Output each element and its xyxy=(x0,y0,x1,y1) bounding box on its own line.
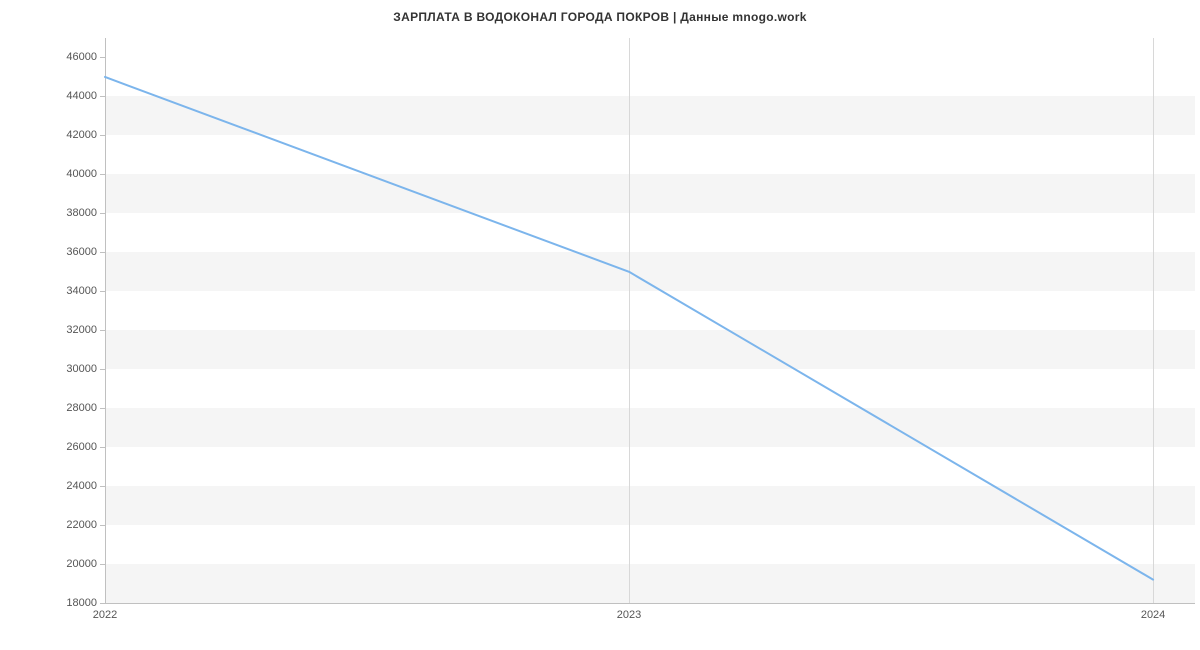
plot-area: 1800020000220002400026000280003000032000… xyxy=(105,38,1195,603)
y-tick-label: 38000 xyxy=(66,207,97,219)
chart-title: ЗАРПЛАТА В ВОДОКОНАЛ ГОРОДА ПОКРОВ | Дан… xyxy=(0,10,1200,24)
y-tick-label: 40000 xyxy=(66,168,97,180)
x-tick-label: 2022 xyxy=(93,609,117,621)
series-line xyxy=(105,38,1195,603)
y-tick-label: 44000 xyxy=(66,90,97,102)
y-tick-label: 26000 xyxy=(66,441,97,453)
x-tick-label: 2024 xyxy=(1141,609,1165,621)
y-tick-label: 22000 xyxy=(66,519,97,531)
y-tick-label: 46000 xyxy=(66,51,97,63)
y-tick-label: 28000 xyxy=(66,402,97,414)
y-tick-label: 18000 xyxy=(66,597,97,609)
y-tick-label: 20000 xyxy=(66,558,97,570)
y-tick-label: 42000 xyxy=(66,129,97,141)
y-tick-label: 30000 xyxy=(66,363,97,375)
x-axis-line xyxy=(105,603,1195,604)
y-tick-label: 24000 xyxy=(66,480,97,492)
y-tick-label: 32000 xyxy=(66,324,97,336)
x-tick-label: 2023 xyxy=(617,609,641,621)
y-tick-label: 36000 xyxy=(66,246,97,258)
salary-line-chart: ЗАРПЛАТА В ВОДОКОНАЛ ГОРОДА ПОКРОВ | Дан… xyxy=(0,0,1200,650)
y-tick-label: 34000 xyxy=(66,285,97,297)
